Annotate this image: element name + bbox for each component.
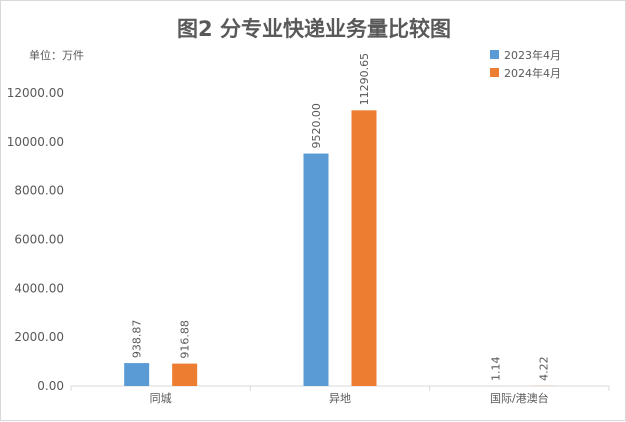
bar	[304, 154, 329, 386]
data-label: 916.88	[179, 320, 192, 359]
data-label: 938.87	[131, 320, 144, 359]
data-label: 1.14	[489, 356, 502, 381]
x-tick-label: 异地	[329, 392, 351, 405]
y-tick-label: 6000.00	[14, 233, 64, 247]
y-tick-label: 2000.00	[14, 330, 64, 344]
x-tick-label: 国际/港澳台	[490, 391, 549, 405]
bar	[124, 363, 149, 386]
legend-swatch	[490, 50, 499, 59]
bar	[172, 364, 197, 386]
y-tick-label: 0.00	[37, 379, 64, 393]
y-tick-label: 4000.00	[14, 281, 64, 295]
legend-label: 2023年4月	[504, 48, 561, 62]
y-tick-label: 12000.00	[7, 86, 64, 100]
data-label: 9520.00	[310, 103, 323, 149]
x-tick-label: 同城	[150, 392, 172, 405]
legend-label: 2024年4月	[504, 66, 561, 80]
x-axis: 同城 异地 国际/港澳台	[71, 386, 609, 405]
y-tick-label: 8000.00	[14, 184, 64, 198]
chart-title: 图2 分专业快递业务量比较图	[177, 17, 451, 41]
legend: 2023年4月 2024年4月	[490, 48, 561, 80]
data-label: 4.22	[537, 356, 550, 381]
y-axis: 0.00 2000.00 4000.00 6000.00 8000.00 10000.00…	[7, 86, 64, 393]
y-tick-label: 10000.00	[7, 135, 64, 149]
data-label: 11290.65	[358, 53, 371, 106]
bar	[352, 110, 377, 386]
data-labels: 938.87 916.88 9520.00 11290.65 1.14 4.22	[131, 53, 551, 381]
legend-swatch	[490, 68, 499, 77]
unit-label: 单位：万件	[29, 48, 84, 62]
